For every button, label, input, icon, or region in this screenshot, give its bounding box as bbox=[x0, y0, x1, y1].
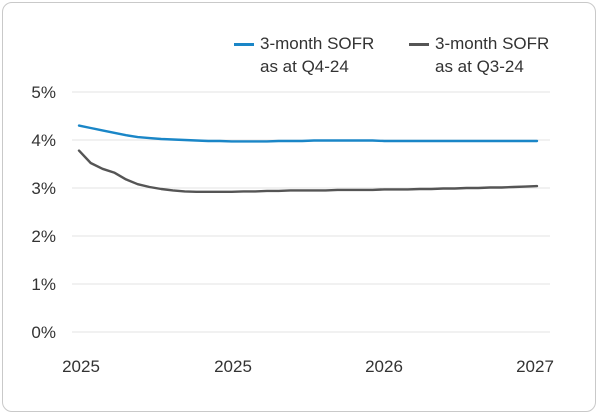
legend-swatch-q3 bbox=[409, 43, 429, 46]
legend-label-q3: 3-month SOFR as at Q3-24 bbox=[435, 34, 550, 76]
chart-frame bbox=[2, 2, 596, 412]
y-tick-label: 4% bbox=[31, 131, 56, 150]
series-line-1 bbox=[77, 149, 539, 194]
legend-swatch-q4 bbox=[234, 43, 254, 46]
legend-label-q4: 3-month SOFR as at Q4-24 bbox=[260, 34, 375, 76]
y-tick-label: 3% bbox=[31, 179, 56, 198]
y-tick-label: 2% bbox=[31, 227, 56, 246]
y-tick-label: 5% bbox=[31, 83, 56, 102]
x-tick-label: 2026 bbox=[365, 357, 403, 376]
x-tick-label: 2027 bbox=[516, 357, 554, 376]
y-tick-label: 0% bbox=[31, 323, 56, 342]
x-tick-label: 2025 bbox=[214, 357, 252, 376]
y-tick-label: 1% bbox=[31, 275, 56, 294]
x-tick-label: 2025 bbox=[62, 357, 100, 376]
series-line-0 bbox=[77, 124, 539, 143]
